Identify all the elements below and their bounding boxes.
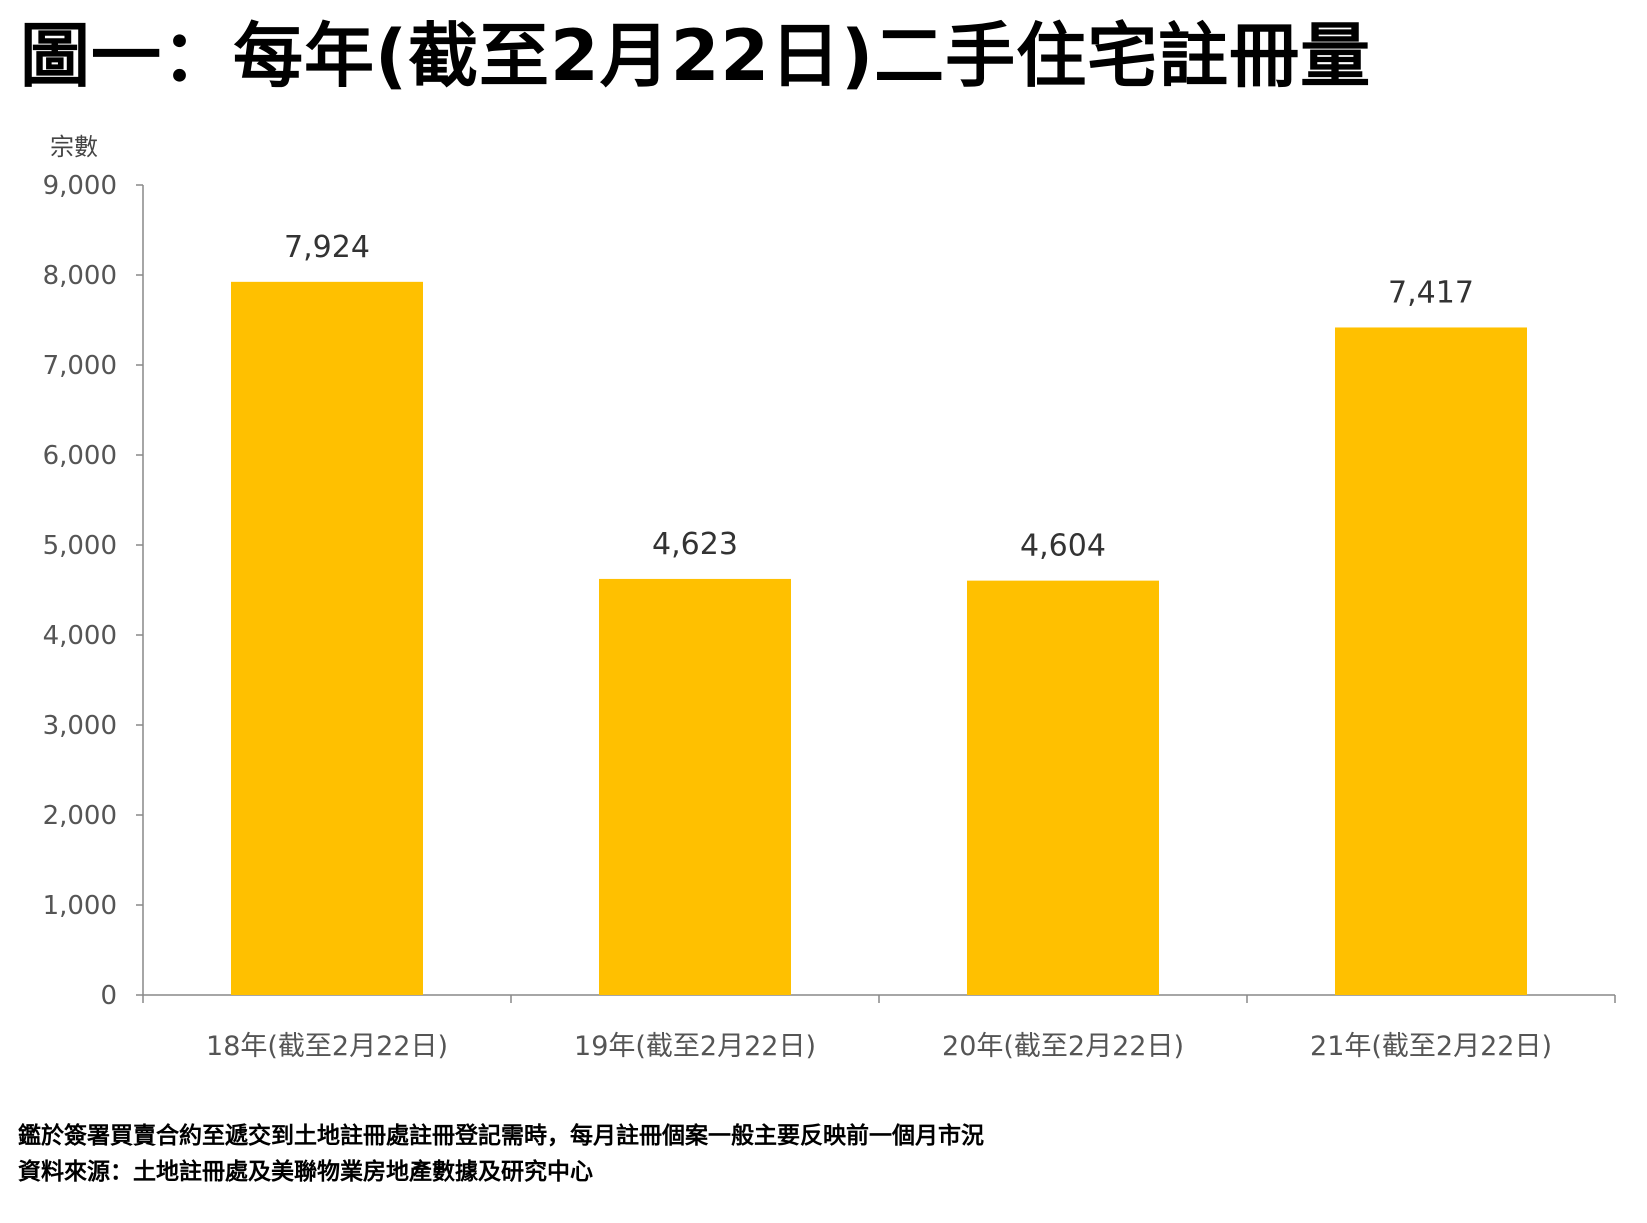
page-title: 圖一：每年(截至2月22日)二手住宅註冊量 xyxy=(20,15,1372,97)
bar-value-label: 4,604 xyxy=(1020,529,1106,564)
bar-chart: 宗數 0 1,000 2,000 3,000 4,000 5,000 6,000 7,000 8,… xyxy=(43,133,1616,1062)
y-tick-label: 5,000 xyxy=(43,531,117,561)
bar xyxy=(1335,327,1527,996)
x-category-label: 20年(截至2月22日) xyxy=(942,1031,1184,1062)
footnotes: 鑑於簽署買賣合約至遞交到土地註冊處註冊登記需時，每月註冊個案一般主要反映前一個月… xyxy=(18,1118,984,1190)
x-category-label: 18年(截至2月22日) xyxy=(206,1031,448,1062)
y-tick-label: 2,000 xyxy=(43,801,117,831)
y-tick-label: 4,000 xyxy=(43,621,117,651)
y-tick-label: 9,000 xyxy=(43,171,117,201)
bar-value-label: 7,417 xyxy=(1388,275,1474,310)
y-axis-label: 宗數 xyxy=(50,133,98,161)
footnote-source: 資料來源：土地註冊處及美聯物業房地產數據及研究中心 xyxy=(18,1159,593,1185)
x-category-label: 21年(截至2月22日) xyxy=(1310,1031,1552,1062)
bar-value-label: 7,924 xyxy=(284,230,370,265)
y-tick-label: 1,000 xyxy=(43,891,117,921)
bar xyxy=(967,580,1159,995)
y-tick-label: 7,000 xyxy=(43,351,117,381)
y-tick-label: 3,000 xyxy=(43,711,117,741)
y-tick-label: 8,000 xyxy=(43,261,117,291)
bar xyxy=(231,281,423,996)
bar-value-label: 4,623 xyxy=(652,527,738,562)
x-category-label: 19年(截至2月22日) xyxy=(574,1031,816,1062)
y-tick-label: 6,000 xyxy=(43,441,117,471)
bar xyxy=(599,578,791,995)
y-tick-label: 0 xyxy=(100,981,117,1011)
footnote-disclaimer: 鑑於簽署買賣合約至遞交到土地註冊處註冊登記需時，每月註冊個案一般主要反映前一個月… xyxy=(18,1123,984,1149)
